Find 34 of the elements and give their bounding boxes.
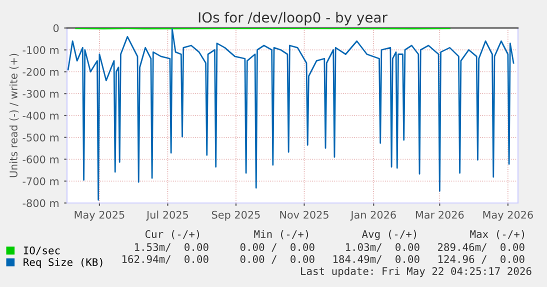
y-tick-label: -100 m xyxy=(22,46,58,54)
y-axis-title: Units read (-) / write (+) xyxy=(9,54,19,178)
y-tick-label: -300 m xyxy=(22,90,58,98)
text: 184.49m/ 0.00 xyxy=(333,255,420,264)
y-tick-label: -700 m xyxy=(22,177,58,186)
chart-title: IOs for /dev/loop0 - by year xyxy=(198,12,388,26)
text: 1.03m/ 0.00 xyxy=(346,243,420,252)
text: 0.00 / 0.00 xyxy=(240,255,314,264)
legend-label: IO/sec xyxy=(24,246,60,256)
y-tick-label: -500 m xyxy=(22,134,58,142)
y-tick-label: -200 m xyxy=(22,68,58,76)
x-tick-label: Mar 2026 xyxy=(416,210,464,219)
x-tick-label: May 2025 xyxy=(74,210,124,221)
text: Cur (-/+) xyxy=(145,230,200,240)
y-tick-label: -800 m xyxy=(22,199,58,208)
x-tick-label: Nov 2025 xyxy=(280,210,328,219)
y-tick-label: -600 m xyxy=(22,155,58,164)
text: Avg (-/+) xyxy=(362,230,416,240)
text: 0.00 / 0.00 xyxy=(240,243,314,252)
x-tick-label: May 2026 xyxy=(483,210,533,221)
text: Last update: Fri May 22 04:25:17 2026 xyxy=(301,266,532,278)
text: Max (-/+) xyxy=(470,230,524,240)
y-tick-label: 0 xyxy=(53,24,59,32)
x-tick-label: Jul 2025 xyxy=(146,210,188,221)
text: 124.96 / 0.00 xyxy=(438,255,524,264)
text: 289.46m/ 0.00 xyxy=(438,243,524,252)
x-tick-label: Jan 2026 xyxy=(350,210,396,221)
x-tick-label: Sep 2025 xyxy=(212,210,260,221)
text: Min (-/+) xyxy=(254,230,308,240)
text: 162.94m/ 0.00 xyxy=(122,255,208,264)
legend-label: Req Size (KB) xyxy=(24,258,102,268)
line-series xyxy=(67,28,514,201)
text: 1.53m/ 0.00 xyxy=(135,243,208,252)
y-tick-label: -400 m xyxy=(22,112,58,120)
